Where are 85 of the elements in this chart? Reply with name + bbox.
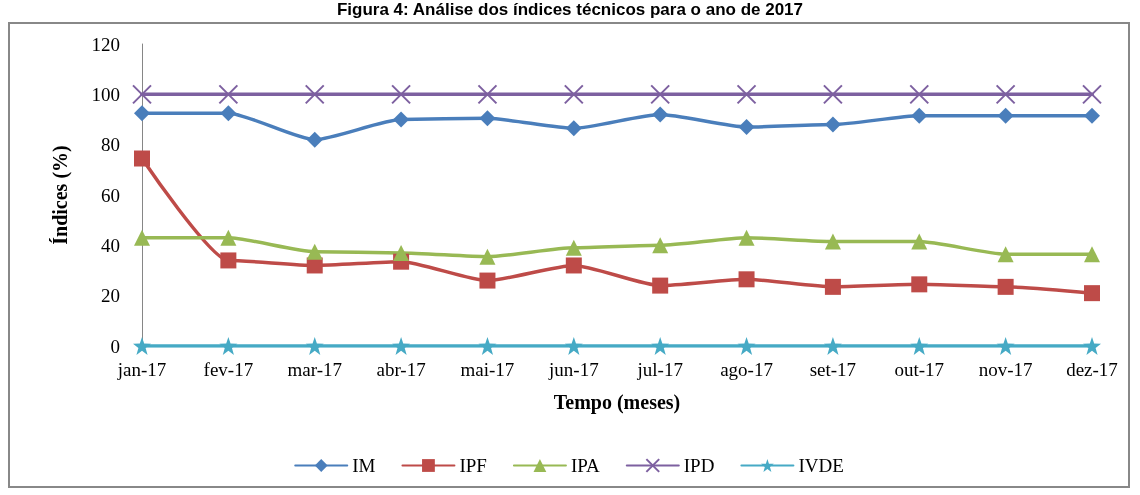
point bbox=[824, 116, 841, 133]
point bbox=[306, 131, 323, 148]
point bbox=[737, 337, 756, 355]
point bbox=[134, 150, 150, 167]
point bbox=[997, 278, 1014, 295]
point bbox=[220, 105, 237, 122]
point bbox=[996, 337, 1015, 355]
point bbox=[911, 276, 928, 293]
y-tick-label: 80 bbox=[101, 134, 120, 156]
y-tick-label: 0 bbox=[110, 335, 120, 357]
x-tick-label: ago-17 bbox=[720, 359, 773, 380]
y-tick-label: 20 bbox=[101, 285, 120, 307]
point bbox=[479, 272, 496, 289]
y-tick-label: 60 bbox=[101, 184, 120, 206]
point bbox=[652, 106, 669, 123]
point bbox=[736, 84, 757, 105]
point bbox=[565, 257, 582, 274]
point bbox=[1083, 337, 1101, 355]
x-tick-label: jun-17 bbox=[548, 359, 599, 380]
point bbox=[479, 248, 496, 265]
chart-title: Figura 4: Análise dos índices técnicos para o ano de 2017 bbox=[335, 0, 805, 20]
point bbox=[911, 107, 928, 124]
point bbox=[565, 239, 582, 256]
legend-label: IM bbox=[352, 455, 376, 476]
point bbox=[219, 337, 238, 355]
x-tick-label: set-17 bbox=[809, 359, 857, 380]
x-axis-title: Tempo (meses) bbox=[553, 391, 681, 414]
point bbox=[306, 243, 323, 260]
point bbox=[134, 105, 150, 122]
point bbox=[738, 119, 755, 136]
point bbox=[823, 337, 842, 355]
point bbox=[305, 337, 324, 355]
point bbox=[997, 246, 1014, 263]
point bbox=[652, 277, 669, 294]
legend-label: IPD bbox=[683, 455, 715, 476]
x-tick-label: nov-17 bbox=[978, 359, 1033, 380]
point bbox=[910, 337, 929, 355]
y-axis-title: Índices (%) bbox=[49, 145, 72, 245]
point bbox=[479, 110, 496, 127]
point bbox=[1082, 84, 1102, 105]
point bbox=[565, 120, 582, 137]
point bbox=[220, 229, 237, 246]
x-tick-label: mai-17 bbox=[460, 359, 515, 380]
point bbox=[304, 84, 325, 105]
x-tick-label: jan-17 bbox=[116, 359, 167, 380]
x-tick-label: jul-17 bbox=[636, 359, 683, 380]
point bbox=[824, 278, 841, 295]
point bbox=[220, 252, 237, 269]
point bbox=[218, 84, 239, 105]
point bbox=[393, 111, 410, 128]
point bbox=[824, 233, 841, 250]
y-tick-label: 100 bbox=[91, 83, 120, 105]
point bbox=[391, 84, 412, 105]
point bbox=[478, 337, 497, 355]
point bbox=[477, 84, 498, 105]
legend-label: IPF bbox=[459, 455, 487, 476]
x-tick-label: dez-17 bbox=[1066, 359, 1118, 380]
point bbox=[738, 271, 755, 288]
point bbox=[134, 229, 150, 246]
point bbox=[738, 229, 755, 246]
point bbox=[392, 337, 411, 355]
point bbox=[1084, 246, 1100, 263]
x-tick-label: out-17 bbox=[894, 359, 945, 380]
point bbox=[1084, 107, 1100, 124]
point bbox=[995, 84, 1016, 105]
point bbox=[393, 244, 410, 261]
point bbox=[997, 107, 1014, 124]
legend-label: IPA bbox=[570, 455, 601, 476]
point bbox=[909, 84, 930, 105]
point bbox=[563, 84, 584, 105]
y-tick-label: 120 bbox=[91, 33, 120, 55]
point bbox=[652, 237, 669, 254]
point bbox=[822, 84, 843, 105]
point bbox=[564, 337, 583, 355]
point bbox=[1084, 285, 1100, 302]
point bbox=[651, 337, 670, 355]
x-tick-label: fev-17 bbox=[203, 359, 254, 380]
point bbox=[650, 84, 671, 105]
x-tick-label: mar-17 bbox=[287, 359, 342, 380]
point bbox=[911, 233, 928, 250]
y-tick-label: 40 bbox=[101, 234, 120, 256]
point bbox=[133, 337, 151, 355]
x-tick-label: abr-17 bbox=[376, 359, 426, 380]
legend-label: IVDE bbox=[798, 455, 844, 476]
point bbox=[132, 84, 152, 105]
